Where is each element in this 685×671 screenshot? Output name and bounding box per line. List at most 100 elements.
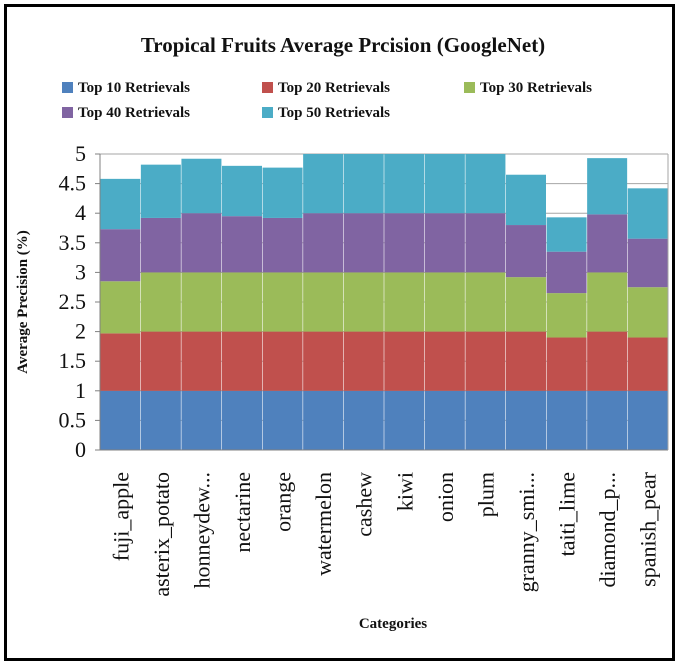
legend-swatch-3 bbox=[464, 82, 475, 93]
bar-nectarine-series-2 bbox=[222, 331, 262, 391]
bar-kiwi-series-2 bbox=[384, 331, 425, 391]
bar-watermelon-series-5 bbox=[303, 154, 344, 214]
bars bbox=[100, 154, 668, 450]
x-tick-label: honneydew... bbox=[189, 472, 214, 589]
y-tick-labels: 0 0.5 1 1.5 2 2.5 3 3.5 4 4.5 5 bbox=[59, 141, 87, 462]
bar-watermelon-series-1 bbox=[303, 390, 344, 450]
y-tick-label: 1.5 bbox=[59, 348, 87, 373]
bar-kiwi-series-1 bbox=[384, 390, 425, 450]
bar-asterix-potato-series-1 bbox=[140, 390, 181, 450]
bar-honneydew--series-1 bbox=[181, 390, 222, 450]
bar-plum-series-1 bbox=[465, 390, 506, 450]
bar-diamond-p--series-2 bbox=[587, 331, 628, 391]
y-tick-label: 2 bbox=[75, 319, 86, 344]
y-tick-label: 4.5 bbox=[59, 171, 87, 196]
bar-granny-smi--series-1 bbox=[506, 390, 546, 450]
x-tick-label: fuji_apple bbox=[108, 472, 133, 561]
legend-swatch-5 bbox=[262, 107, 273, 118]
legend-swatch-2 bbox=[262, 82, 273, 93]
x-tick-label: taiti_lime bbox=[555, 472, 580, 556]
bar-fuji-apple-series-5 bbox=[100, 178, 141, 230]
x-tick-labels: fuji_apple asterix_potato honneydew... nect… bbox=[108, 471, 660, 596]
bar-nectarine-series-1 bbox=[222, 390, 262, 450]
bar-asterix-potato-series-5 bbox=[140, 164, 181, 218]
chart-title: Tropical Fruits Average Prcision (Google… bbox=[141, 33, 545, 57]
bar-plum-series-4 bbox=[465, 213, 506, 273]
bar-kiwi-series-5 bbox=[384, 154, 425, 214]
y-tick-label: 1 bbox=[75, 378, 86, 403]
bar-cashew-series-3 bbox=[343, 272, 384, 332]
bar-spanish-pear-series-1 bbox=[627, 390, 668, 450]
x-axis-label: Categories bbox=[359, 616, 427, 632]
legend-label-5: Top 50 Retrievals bbox=[278, 105, 390, 121]
x-tick-label: cashew bbox=[352, 472, 377, 537]
bar-plum-series-5 bbox=[465, 154, 506, 214]
legend-swatch-4 bbox=[62, 107, 73, 118]
bar-diamond-p--series-5 bbox=[587, 158, 628, 215]
legend-label-2: Top 20 Retrievals bbox=[278, 80, 390, 96]
bar-orange-series-2 bbox=[262, 331, 303, 391]
bar-cashew-series-2 bbox=[343, 331, 384, 391]
bar-nectarine-series-3 bbox=[222, 272, 262, 332]
bar-onion-series-4 bbox=[424, 213, 465, 273]
bar-nectarine-series-5 bbox=[222, 165, 262, 217]
bar-granny-smi--series-2 bbox=[506, 331, 546, 391]
bar-watermelon-series-2 bbox=[303, 331, 344, 391]
x-tick-label: spanish_pear bbox=[636, 471, 661, 587]
legend-label-4: Top 40 Retrievals bbox=[78, 105, 190, 121]
bar-spanish-pear-series-5 bbox=[627, 188, 668, 239]
x-tick-label: kiwi bbox=[392, 472, 417, 511]
bar-kiwi-series-4 bbox=[384, 213, 425, 273]
axes bbox=[99, 154, 669, 451]
bar-asterix-potato-series-3 bbox=[140, 272, 181, 332]
x-tick-label: plum bbox=[473, 472, 498, 517]
bar-onion-series-5 bbox=[424, 154, 465, 214]
bar-onion-series-2 bbox=[424, 331, 465, 391]
bar-watermelon-series-4 bbox=[303, 213, 344, 273]
y-tick-label: 2.5 bbox=[59, 289, 87, 314]
bar-spanish-pear-series-2 bbox=[627, 337, 668, 391]
y-axis-label: Average Precision (%) bbox=[15, 230, 31, 374]
bar-spanish-pear-series-4 bbox=[627, 238, 668, 288]
bar-spanish-pear-series-3 bbox=[627, 287, 668, 338]
bar-orange-series-3 bbox=[262, 272, 303, 332]
x-tick-label: nectarine bbox=[230, 472, 255, 553]
bar-taiti-lime-series-1 bbox=[546, 390, 587, 450]
bar-fuji-apple-series-2 bbox=[100, 333, 141, 391]
bar-fuji-apple-series-1 bbox=[100, 390, 141, 450]
bar-orange-series-1 bbox=[262, 390, 303, 450]
bar-asterix-potato-series-2 bbox=[140, 331, 181, 391]
bar-orange-series-4 bbox=[262, 217, 303, 273]
bar-plum-series-2 bbox=[465, 331, 506, 391]
bar-taiti-lime-series-3 bbox=[546, 293, 587, 338]
bar-watermelon-series-3 bbox=[303, 272, 344, 332]
bar-taiti-lime-series-4 bbox=[546, 251, 587, 294]
bar-onion-series-3 bbox=[424, 272, 465, 332]
bar-plum-series-3 bbox=[465, 272, 506, 332]
bar-asterix-potato-series-4 bbox=[140, 217, 181, 273]
bar-honneydew--series-5 bbox=[181, 158, 222, 214]
bar-fuji-apple-series-4 bbox=[100, 229, 141, 282]
bar-orange-series-5 bbox=[262, 167, 303, 218]
bar-onion-series-1 bbox=[424, 390, 465, 450]
bar-nectarine-series-4 bbox=[222, 216, 262, 273]
bar-taiti-lime-series-2 bbox=[546, 337, 587, 391]
legend-swatch-1 bbox=[62, 82, 73, 93]
bar-cashew-series-1 bbox=[343, 390, 384, 450]
bar-diamond-p--series-3 bbox=[587, 272, 628, 332]
y-tick-label: 0.5 bbox=[59, 407, 87, 432]
bar-diamond-p--series-1 bbox=[587, 390, 628, 450]
x-tick-label: granny_smi... bbox=[514, 472, 539, 592]
x-tick-label: watermelon bbox=[311, 472, 336, 576]
bar-cashew-series-4 bbox=[343, 213, 384, 273]
bar-honneydew--series-3 bbox=[181, 272, 222, 332]
x-tick-label: orange bbox=[271, 472, 296, 532]
x-tick-label: asterix_potato bbox=[149, 472, 174, 597]
legend: Top 10 Retrievals Top 20 Retrievals Top 30… bbox=[62, 80, 592, 121]
bar-granny-smi--series-5 bbox=[506, 174, 546, 226]
y-tick-label: 3 bbox=[75, 259, 86, 284]
bar-fuji-apple-series-3 bbox=[100, 281, 141, 334]
bar-taiti-lime-series-5 bbox=[546, 217, 587, 252]
y-tick-label: 4 bbox=[75, 200, 86, 225]
